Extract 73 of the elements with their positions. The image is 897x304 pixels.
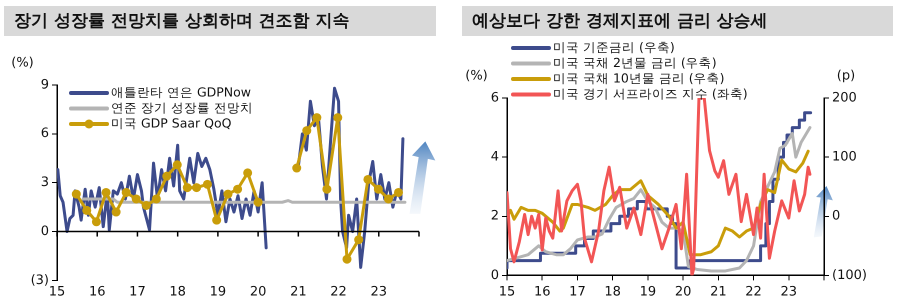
x-tick-label: 17 bbox=[569, 284, 586, 300]
point bbox=[394, 188, 403, 197]
x-tick-label: 22 bbox=[745, 284, 762, 300]
point bbox=[342, 254, 352, 264]
legend-label: 미국 경기 서프라이즈 지수 (좌축) bbox=[553, 86, 748, 101]
y-tick-label: 9 bbox=[40, 77, 49, 92]
y2-tick-label: 0 bbox=[832, 208, 840, 224]
y-axis-title: (%) bbox=[11, 55, 34, 70]
point bbox=[112, 208, 121, 217]
x-tick-label: 20 bbox=[674, 284, 692, 300]
y-tick-label: 6 bbox=[40, 126, 49, 142]
point bbox=[192, 183, 202, 192]
x-tick-label: 19 bbox=[640, 284, 656, 300]
point bbox=[292, 164, 302, 173]
point bbox=[212, 216, 222, 225]
point bbox=[182, 183, 192, 192]
point bbox=[322, 184, 332, 194]
y-tick-label: 3 bbox=[40, 175, 49, 190]
y-tick-label: 2 bbox=[490, 208, 499, 224]
x-tick-label: 21 bbox=[710, 284, 727, 300]
y2-axis-title: (p) bbox=[836, 68, 856, 84]
point bbox=[374, 184, 383, 194]
legend-label: 미국 국채 10년물 금리 (우축) bbox=[553, 70, 725, 86]
legend-label: 연준 장기 성장률 전망치 bbox=[111, 100, 253, 115]
x-tick-label: 20 bbox=[250, 284, 266, 300]
x-tick-label: 19 bbox=[210, 284, 226, 300]
point bbox=[142, 200, 151, 210]
x-tick-label: 16 bbox=[88, 284, 106, 300]
legend-label: 애틀란타 연은 GDPNow bbox=[111, 84, 252, 100]
point bbox=[363, 174, 372, 184]
x-tick-label: 22 bbox=[330, 284, 347, 300]
point bbox=[92, 217, 101, 226]
point bbox=[254, 198, 263, 207]
y-axis-title: (%) bbox=[465, 68, 488, 84]
y-tick-label: 6 bbox=[490, 90, 499, 106]
chart-title: 예상보다 강한 경제지표에 금리 상승세 bbox=[462, 6, 893, 36]
x-tick-label: 23 bbox=[780, 284, 798, 300]
point bbox=[302, 126, 312, 136]
point bbox=[384, 194, 393, 204]
point bbox=[333, 113, 342, 122]
point bbox=[202, 180, 212, 189]
point bbox=[72, 190, 81, 199]
point bbox=[152, 194, 161, 204]
x-tick-label: 17 bbox=[129, 284, 146, 300]
point bbox=[223, 190, 232, 199]
x-tick-label: 18 bbox=[604, 284, 621, 300]
y-tick-label: 4 bbox=[490, 150, 499, 165]
point bbox=[243, 168, 252, 178]
point bbox=[162, 172, 172, 181]
y2-tick-label: 100 bbox=[832, 150, 857, 165]
point bbox=[233, 184, 242, 194]
x-tick-label: 16 bbox=[534, 284, 550, 300]
x-tick-label: 23 bbox=[370, 284, 388, 300]
legend-label: 미국 GDP Saar QoQ bbox=[111, 115, 232, 130]
chart-title: 장기 성장률 전망치를 상회하며 견조함 지속 bbox=[4, 6, 436, 36]
point bbox=[354, 235, 364, 244]
x-tick-label: 21 bbox=[290, 284, 307, 300]
point bbox=[82, 206, 92, 215]
x-tick-label: 15 bbox=[498, 284, 516, 300]
x-tick-label: 15 bbox=[48, 284, 66, 300]
y-tick-label: 0 bbox=[490, 268, 499, 283]
y2-tick-label: 200 bbox=[832, 90, 857, 106]
y-tick-label: (3) bbox=[30, 272, 49, 288]
y-tick-label: 0 bbox=[40, 224, 49, 239]
x-tick-label: 18 bbox=[169, 284, 186, 300]
point bbox=[312, 113, 322, 122]
point bbox=[102, 188, 111, 197]
legend-label: 미국 국채 2년물 금리 (우축) bbox=[553, 54, 717, 70]
y2-tick-label: (100) bbox=[832, 268, 867, 283]
legend-label: 미국 기준금리 (우축) bbox=[553, 39, 675, 54]
point bbox=[122, 188, 131, 197]
point bbox=[172, 160, 182, 170]
point bbox=[132, 194, 141, 204]
